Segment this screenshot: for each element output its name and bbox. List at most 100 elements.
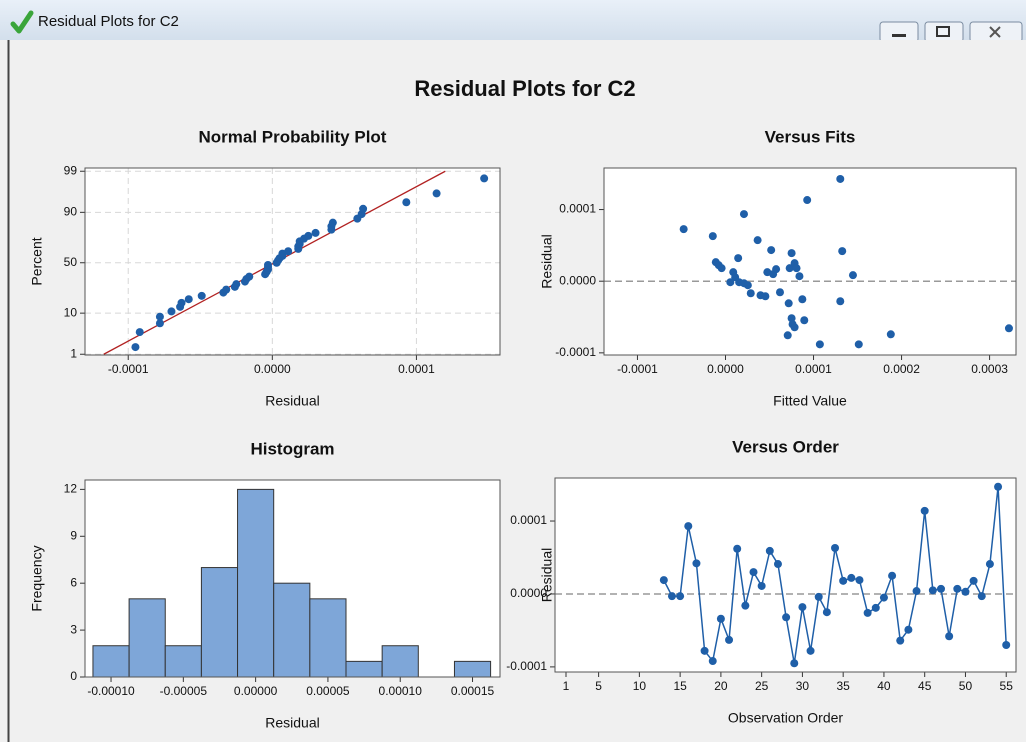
data-point xyxy=(679,225,688,234)
histogram-bar xyxy=(345,660,383,678)
x-tick-label: 0.0000 xyxy=(707,362,744,376)
data-point xyxy=(798,603,807,612)
window-title: Residual Plots for C2 xyxy=(38,13,179,30)
data-point xyxy=(836,297,845,306)
y-tick-label: 10 xyxy=(64,305,78,319)
plot-area xyxy=(555,478,1016,672)
data-point xyxy=(749,568,758,577)
data-point xyxy=(131,343,140,352)
data-point xyxy=(264,261,273,270)
x-tick-label: 45 xyxy=(918,679,932,693)
data-point xyxy=(785,264,794,273)
data-point xyxy=(863,608,872,617)
x-axis-label: Observation Order xyxy=(728,710,843,726)
x-tick-label: -0.00010 xyxy=(87,684,135,698)
data-point xyxy=(790,323,799,332)
y-axis-label: Frequency xyxy=(29,545,45,611)
data-point xyxy=(676,592,685,601)
data-point xyxy=(177,298,186,307)
data-point xyxy=(800,316,809,325)
x-tick-label: 40 xyxy=(877,679,891,693)
data-point xyxy=(167,307,176,316)
plot-frame xyxy=(603,167,1017,356)
data-point xyxy=(831,544,840,553)
title-bar xyxy=(0,0,1026,40)
data-point xyxy=(787,314,796,323)
x-tick-label: -0.0001 xyxy=(108,362,149,376)
histogram-bar xyxy=(453,660,492,678)
y-tick-label: 0.0000 xyxy=(559,273,596,287)
data-point xyxy=(741,601,750,610)
data-point xyxy=(659,576,668,585)
plot-frame xyxy=(554,477,1017,673)
data-point xyxy=(772,265,781,274)
x-axis-label: Fitted Value xyxy=(773,393,847,409)
histogram-bar xyxy=(128,598,166,678)
x-tick-label: 35 xyxy=(836,679,850,693)
x-tick-label: 20 xyxy=(714,679,728,693)
x-tick-label: 0.0002 xyxy=(883,362,920,376)
data-point xyxy=(928,586,937,595)
figure-title: Residual Plots for C2 xyxy=(414,76,635,101)
data-point xyxy=(725,635,734,644)
y-tick-label: 0.0001 xyxy=(559,202,596,216)
y-tick-label: -0.0001 xyxy=(506,659,547,673)
x-tick-label: 15 xyxy=(673,679,687,693)
y-tick-label: 0 xyxy=(70,669,77,683)
data-point xyxy=(806,646,815,655)
x-tick-label: 55 xyxy=(1000,679,1014,693)
x-tick-label: -0.00005 xyxy=(160,684,208,698)
data-point xyxy=(480,174,489,183)
data-point xyxy=(232,280,241,289)
data-point xyxy=(692,559,701,568)
data-point xyxy=(977,592,986,601)
y-tick-label: 99 xyxy=(64,163,78,177)
x-tick-label: 10 xyxy=(633,679,647,693)
data-point xyxy=(197,291,206,300)
plot-frame xyxy=(84,167,501,356)
data-point xyxy=(896,636,905,645)
data-point xyxy=(739,210,748,219)
data-point xyxy=(784,299,793,308)
x-tick-label: 0.0000 xyxy=(254,362,291,376)
data-point xyxy=(912,587,921,596)
data-point xyxy=(135,328,144,337)
restore-button[interactable] xyxy=(924,21,964,43)
histogram-bar xyxy=(381,645,419,678)
data-point xyxy=(782,613,791,622)
data-point xyxy=(945,632,954,641)
plot-frame xyxy=(84,479,501,678)
data-point xyxy=(803,196,812,205)
close-button[interactable] xyxy=(969,21,1023,43)
data-point xyxy=(961,587,970,596)
data-point xyxy=(432,189,441,198)
data-point xyxy=(757,581,766,590)
x-tick-label: 1 xyxy=(563,679,570,693)
data-point xyxy=(953,584,962,593)
data-point xyxy=(222,285,231,294)
y-tick-label: 3 xyxy=(70,622,77,636)
x-tick-label: 0.0001 xyxy=(398,362,435,376)
data-point xyxy=(1002,641,1011,650)
data-point xyxy=(787,249,796,258)
data-point xyxy=(888,571,897,580)
data-point xyxy=(904,625,913,634)
data-point xyxy=(284,247,293,256)
histogram-bar xyxy=(164,645,202,678)
data-point xyxy=(700,646,709,655)
data-point xyxy=(836,174,845,183)
minimize-button[interactable] xyxy=(879,21,919,43)
data-point xyxy=(783,331,792,340)
data-point xyxy=(684,522,693,531)
data-point xyxy=(1004,324,1013,333)
data-point xyxy=(886,330,895,339)
data-point xyxy=(734,254,743,263)
histogram-bar xyxy=(273,582,311,678)
data-point xyxy=(155,319,164,328)
data-point xyxy=(765,546,774,555)
y-tick-label: 6 xyxy=(70,575,77,589)
data-point xyxy=(839,576,848,585)
y-tick-label: -0.0001 xyxy=(555,345,596,359)
histogram-bar xyxy=(237,488,275,678)
y-axis-label: Residual xyxy=(539,548,555,602)
